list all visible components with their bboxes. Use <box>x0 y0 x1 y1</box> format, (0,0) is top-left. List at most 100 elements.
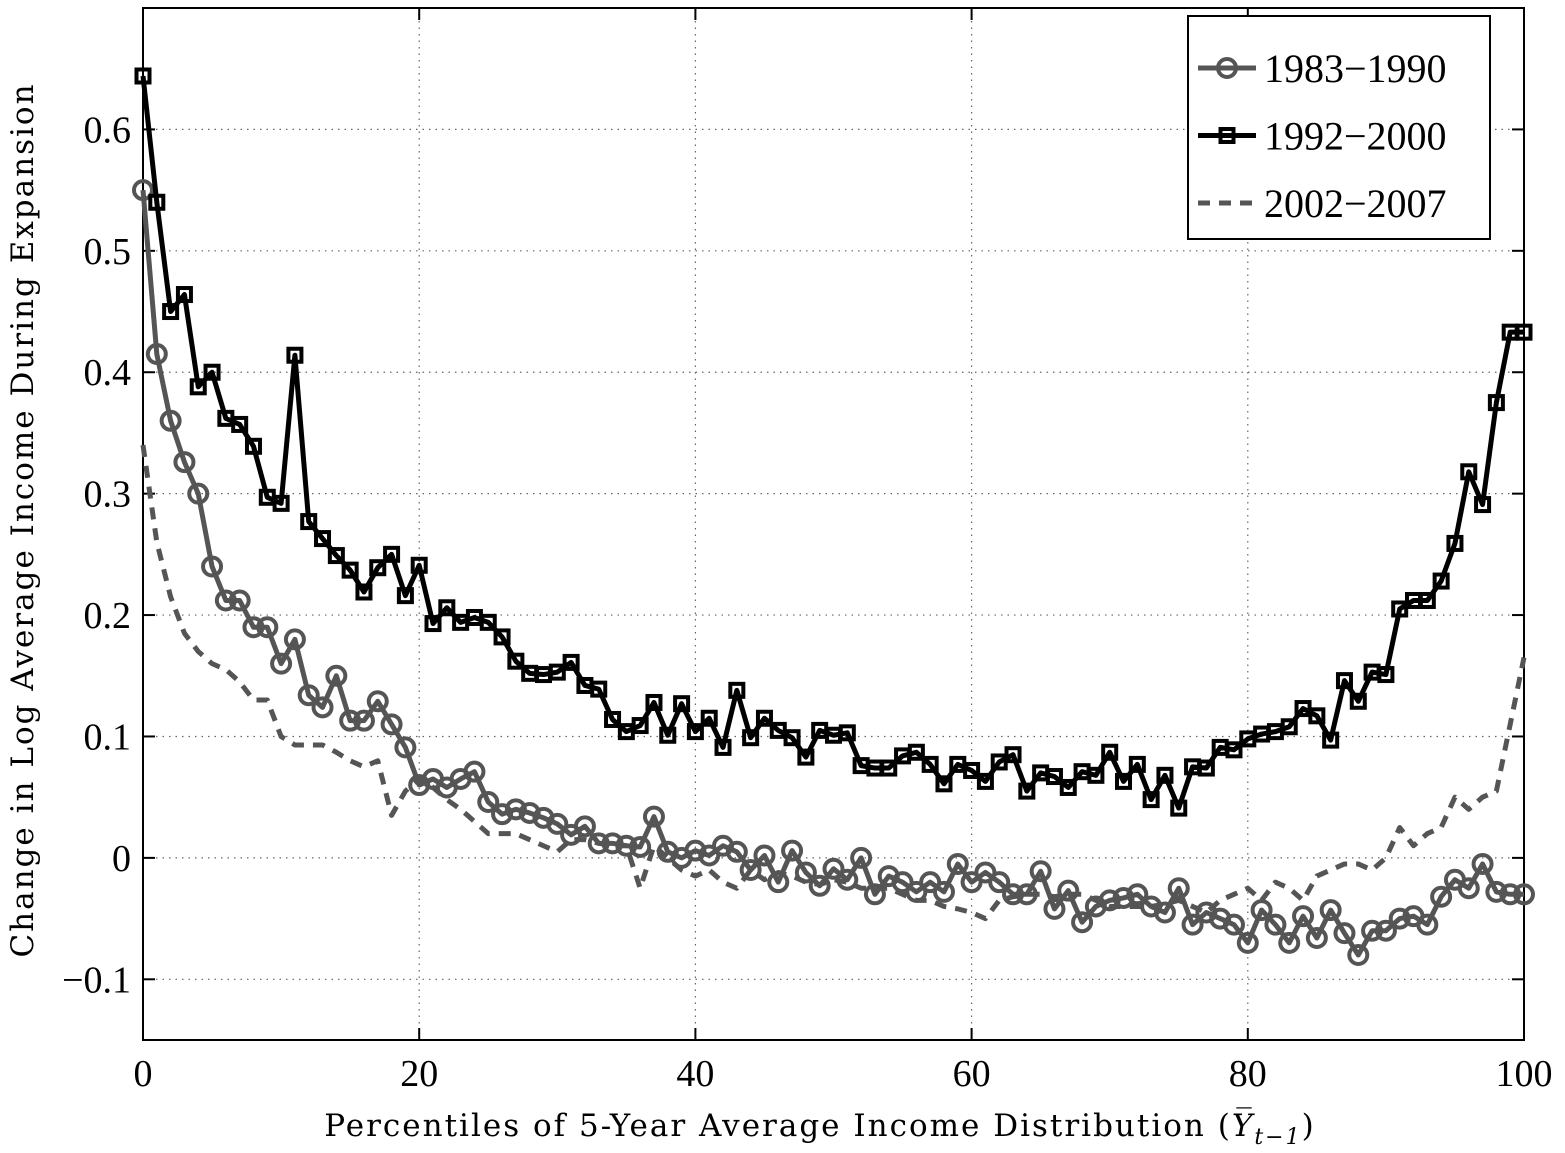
data-point <box>1071 911 1094 934</box>
data-point <box>963 761 981 779</box>
data-point <box>783 729 801 747</box>
series-2 <box>140 444 1527 922</box>
data-point <box>1015 883 1038 906</box>
data-point <box>863 883 886 906</box>
data-point <box>1457 877 1480 900</box>
data-point <box>1333 922 1356 945</box>
data-point <box>1418 591 1436 609</box>
data-point <box>1043 897 1066 920</box>
data-point <box>700 709 718 727</box>
data-point <box>1308 707 1326 725</box>
x-axis-label-close: ) <box>1302 1108 1316 1144</box>
data-point <box>1250 899 1273 922</box>
data-point <box>921 755 939 773</box>
data-point <box>507 652 525 670</box>
data-point <box>850 846 873 869</box>
data-point <box>380 713 403 736</box>
data-point <box>714 738 732 756</box>
data-point <box>1126 883 1149 906</box>
data-point <box>546 812 569 835</box>
series-0 <box>132 179 1535 967</box>
data-point <box>396 587 414 605</box>
data-point <box>742 729 760 747</box>
data-point <box>755 709 773 727</box>
data-point <box>1112 886 1135 909</box>
series-group <box>132 67 1535 967</box>
x-axis-label: Percentiles of 5-Year Average Income Dis… <box>324 1105 1315 1150</box>
data-point <box>173 451 196 474</box>
x-axis-label-text: Percentiles of 5-Year Average Income Dis… <box>324 1108 1232 1144</box>
data-point <box>1153 901 1176 924</box>
data-point <box>228 589 251 612</box>
data-point <box>477 791 500 814</box>
series-line <box>140 444 1527 922</box>
data-point <box>1059 778 1077 796</box>
data-point <box>355 583 373 601</box>
data-point <box>1101 743 1119 761</box>
data-point <box>1388 907 1411 930</box>
data-point <box>1292 905 1315 928</box>
data-point <box>1416 913 1439 936</box>
data-point <box>629 835 652 858</box>
data-point <box>187 482 210 505</box>
data-point <box>684 839 707 862</box>
data-point <box>753 844 776 867</box>
y-tick-label: 0 <box>112 838 131 880</box>
y-tick-label: 0.3 <box>84 474 132 516</box>
data-point <box>369 559 387 577</box>
data-point <box>739 859 762 882</box>
legend-label: 2002−2007 <box>1264 181 1447 226</box>
data-point <box>1167 877 1190 900</box>
data-point <box>1374 919 1397 942</box>
data-point <box>836 868 859 891</box>
plot-area-frame <box>142 7 1525 1041</box>
legend-box <box>1187 15 1491 240</box>
data-point <box>518 801 541 824</box>
data-point <box>339 709 362 732</box>
data-point <box>935 775 953 793</box>
data-point <box>341 561 359 579</box>
legend: 1983−1990 1992−2000 2002−2007 <box>1187 15 1491 240</box>
legend-entry: 1983−1990 <box>1198 46 1447 91</box>
data-point <box>728 681 746 699</box>
data-point <box>383 545 401 563</box>
data-point <box>794 861 817 884</box>
data-point <box>148 193 166 211</box>
legend-entry: 1992−2000 <box>1198 114 1447 159</box>
data-point <box>604 710 622 728</box>
data-point <box>175 286 193 304</box>
x-tick-label: 20 <box>400 1053 438 1095</box>
data-point <box>686 723 704 741</box>
data-point <box>725 840 748 863</box>
data-point <box>504 798 527 821</box>
data-point <box>573 815 596 838</box>
data-point <box>1004 746 1022 764</box>
data-point <box>1098 889 1121 912</box>
data-point <box>1115 772 1133 790</box>
series-1 <box>134 67 1533 817</box>
data-point <box>822 857 845 880</box>
legend-entry: 2002−2007 <box>1198 181 1447 226</box>
data-point <box>300 513 318 531</box>
y-axis-label: Change in Log Average Income During Expa… <box>5 82 41 957</box>
x-tick-label: 100 <box>1496 1053 1553 1095</box>
data-point <box>286 346 304 364</box>
legend-marker <box>1218 127 1236 144</box>
data-point <box>201 555 224 578</box>
data-point <box>988 871 1011 894</box>
data-point <box>311 696 334 719</box>
data-point <box>479 613 497 631</box>
data-point <box>366 690 389 713</box>
data-point <box>1142 791 1160 809</box>
data-point <box>231 415 249 433</box>
data-point <box>1057 879 1080 902</box>
data-point <box>1432 572 1450 590</box>
data-point <box>645 693 663 711</box>
data-point <box>1377 666 1395 684</box>
data-point <box>601 832 624 855</box>
legend-marker <box>1216 57 1238 79</box>
data-point <box>1280 718 1298 736</box>
data-point <box>673 695 691 713</box>
data-point <box>631 717 649 735</box>
y-tick-label: 0.5 <box>84 231 132 273</box>
